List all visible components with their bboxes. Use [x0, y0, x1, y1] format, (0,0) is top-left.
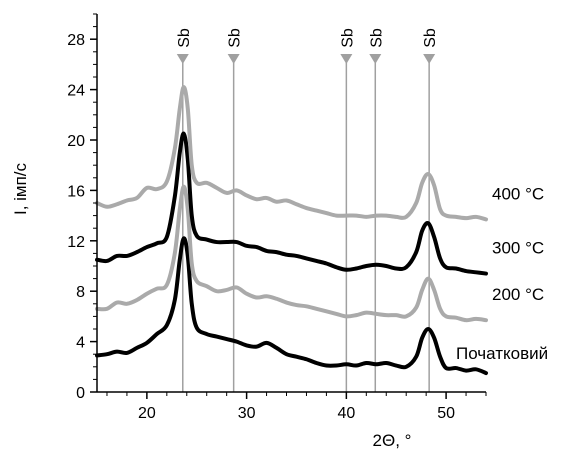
series-label-0: Початковий [456, 344, 548, 363]
sb-reference-marker [227, 54, 240, 64]
y-tick-label: 8 [76, 284, 85, 301]
x-axis-title: 2Θ, ° [373, 431, 412, 450]
sb-reference-label: Sb [422, 28, 439, 48]
sb-reference-marker [176, 54, 189, 64]
y-tick-label: 0 [76, 385, 85, 402]
y-axis-title: I, імп/с [11, 162, 30, 215]
series-label-1: 200 °C [492, 285, 544, 304]
y-tick-label: 16 [67, 183, 85, 200]
y-tick-label: 24 [67, 83, 85, 100]
sb-reference-label: Sb [227, 28, 244, 48]
series-line-0 [95, 236, 488, 376]
sb-reference-marker [423, 54, 436, 64]
series-label-3: 400 °C [492, 184, 544, 203]
series-label-2: 300 °C [492, 239, 544, 258]
x-tick-label: 30 [238, 405, 256, 422]
sb-reference-label: Sb [339, 28, 356, 48]
series-line-2 [95, 131, 488, 276]
x-tick-label: 20 [138, 405, 156, 422]
sb-reference-marker [340, 54, 353, 64]
series-line-1 [95, 184, 488, 323]
series-labels: Початковий 200 °C 300 °C 400 °C [456, 184, 548, 363]
sb-reference-label: Sb [176, 28, 193, 48]
y-tick-label: 12 [67, 234, 85, 251]
reference-lines: Sb Sb Sb Sb Sb [176, 28, 439, 392]
x-tick-label: 50 [437, 405, 455, 422]
sb-reference-marker [369, 54, 382, 64]
axis-ticks: 0 4 8 12 16 20 24 28 20 30 40 50 [67, 13, 487, 422]
y-tick-label: 20 [67, 133, 85, 150]
series-lines [95, 85, 488, 376]
y-tick-label: 28 [67, 32, 85, 49]
sb-reference-label: Sb [368, 28, 385, 48]
y-tick-label: 4 [76, 335, 85, 352]
x-tick-label: 40 [337, 405, 355, 422]
series-line-3 [95, 85, 488, 222]
